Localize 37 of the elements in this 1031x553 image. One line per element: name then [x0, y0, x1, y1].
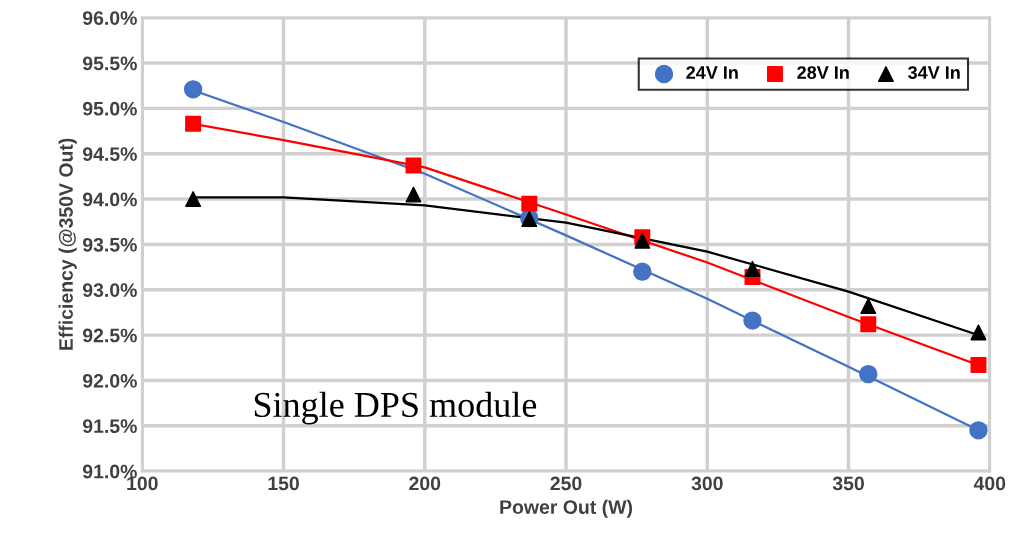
point: [859, 364, 878, 384]
x-axis-title: Power Out (W): [500, 499, 633, 518]
y-tick-label: 96.0%: [82, 11, 137, 25]
x-tick-label: 400: [973, 476, 1006, 491]
x-tick-label: 250: [550, 476, 582, 491]
point: [744, 260, 761, 277]
legend-label: 34V In: [908, 66, 960, 79]
y-tick-label: 93.0%: [82, 283, 137, 298]
annotation: Single DPS module: [254, 391, 537, 425]
point: [860, 316, 877, 333]
point: [860, 298, 877, 315]
point: [633, 262, 652, 281]
y-tick-label: 95.5%: [82, 56, 137, 71]
point: [405, 157, 422, 174]
point: [970, 324, 987, 341]
x-tick-label: 300: [691, 476, 723, 491]
point: [183, 80, 203, 99]
y-tick-label: 93.5%: [82, 237, 137, 252]
point: [185, 191, 202, 208]
y-tick-label: 95.0%: [82, 101, 137, 116]
x-tick-label: 350: [832, 476, 864, 491]
point: [969, 421, 988, 440]
y-tick-label: 94.5%: [82, 147, 137, 161]
point: [405, 186, 422, 203]
y-tick-label: 92.5%: [82, 328, 137, 343]
x-tick-label: 150: [268, 476, 299, 491]
y-tick-label: 94.0%: [82, 192, 137, 207]
point: [521, 195, 538, 212]
y-axis-title: Efficiency (@350V Out): [58, 138, 77, 350]
y-tick-label: 92.0%: [82, 373, 137, 388]
x-tick-label: 200: [409, 476, 441, 491]
y-tick-label: 91.5%: [82, 419, 137, 434]
point: [970, 357, 987, 374]
legend-label: 28V In: [797, 66, 849, 79]
point: [185, 115, 202, 132]
legend-label: 24V In: [686, 66, 738, 79]
point: [743, 311, 762, 330]
